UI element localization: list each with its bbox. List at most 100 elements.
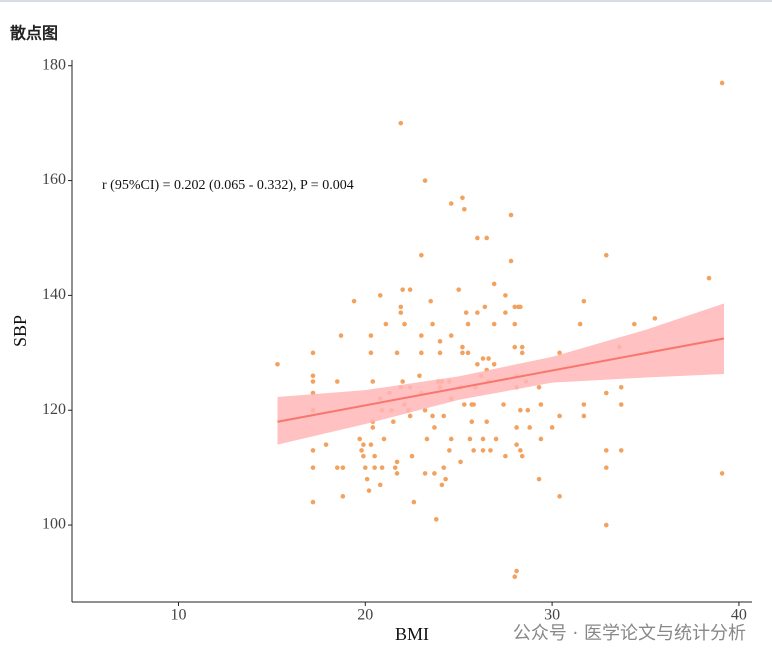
point <box>514 568 519 574</box>
point <box>484 419 490 425</box>
point <box>400 287 405 292</box>
point <box>362 465 368 470</box>
point <box>467 436 473 442</box>
point <box>340 494 346 499</box>
watermark: 公众号 · 医学论文与统计分析 <box>513 623 746 644</box>
point <box>443 476 448 482</box>
point <box>419 333 424 338</box>
point <box>480 448 486 453</box>
point <box>557 413 562 419</box>
annotation: r (95%CI) = 0.202 (0.065 - 0.332), P = 0… <box>102 178 354 193</box>
point <box>334 379 340 384</box>
point <box>603 522 609 528</box>
point <box>475 362 480 367</box>
point <box>508 258 514 264</box>
point <box>368 350 374 356</box>
y-axis-label: SBP <box>10 315 30 347</box>
point <box>430 413 435 419</box>
point <box>538 436 544 442</box>
point <box>577 321 583 327</box>
point <box>719 80 725 86</box>
point <box>603 252 609 258</box>
point <box>437 339 443 344</box>
point <box>334 465 340 470</box>
point <box>419 252 424 258</box>
point <box>480 436 486 442</box>
point <box>447 448 452 453</box>
point <box>519 453 525 459</box>
point <box>448 201 454 206</box>
point <box>514 442 519 447</box>
point <box>462 402 467 407</box>
point <box>310 448 316 453</box>
point <box>632 321 637 327</box>
point <box>394 350 400 356</box>
point <box>503 310 508 315</box>
point <box>392 465 398 470</box>
point <box>465 350 471 356</box>
point <box>433 517 439 522</box>
point <box>338 333 344 338</box>
point <box>536 476 542 482</box>
point <box>525 407 531 413</box>
point <box>463 310 469 315</box>
point <box>340 465 346 470</box>
point <box>557 350 562 356</box>
point <box>424 436 430 442</box>
point <box>407 287 413 292</box>
point <box>366 488 372 493</box>
point <box>482 304 488 310</box>
point <box>428 298 433 304</box>
point <box>460 350 465 356</box>
y-tick-label: 160 <box>42 171 66 188</box>
point <box>372 453 377 459</box>
point <box>549 425 555 430</box>
point <box>448 436 454 442</box>
point <box>493 436 499 442</box>
point <box>652 316 658 321</box>
point <box>361 442 366 447</box>
point <box>381 436 387 442</box>
point <box>411 499 417 505</box>
point <box>379 465 385 470</box>
point <box>512 344 518 350</box>
point <box>398 120 404 126</box>
point <box>460 344 465 350</box>
y-tick-label: 120 <box>42 401 66 418</box>
point <box>448 333 454 338</box>
point <box>398 310 404 315</box>
point <box>469 402 475 407</box>
point <box>402 321 407 327</box>
y-tick-label: 140 <box>42 286 66 303</box>
point <box>400 379 405 384</box>
x-tick-label: 30 <box>544 607 560 624</box>
point <box>581 402 587 407</box>
point <box>527 425 532 430</box>
point <box>422 471 428 476</box>
point <box>310 379 316 384</box>
y-tick-label: 100 <box>42 516 66 533</box>
point <box>383 321 389 327</box>
point <box>462 206 467 212</box>
point <box>417 373 422 379</box>
point <box>512 574 518 580</box>
point <box>512 321 518 327</box>
point <box>512 304 518 310</box>
x-axis-label: BMI <box>395 624 429 644</box>
point <box>491 281 497 287</box>
point <box>618 384 624 390</box>
fit-line <box>277 337 725 423</box>
point <box>484 235 490 241</box>
point <box>508 212 514 218</box>
point <box>422 407 428 413</box>
point <box>475 235 480 241</box>
point <box>394 471 400 476</box>
point <box>465 321 471 327</box>
point <box>618 448 624 453</box>
point <box>603 390 609 396</box>
point <box>368 442 374 447</box>
point <box>439 482 445 488</box>
point <box>394 459 400 465</box>
